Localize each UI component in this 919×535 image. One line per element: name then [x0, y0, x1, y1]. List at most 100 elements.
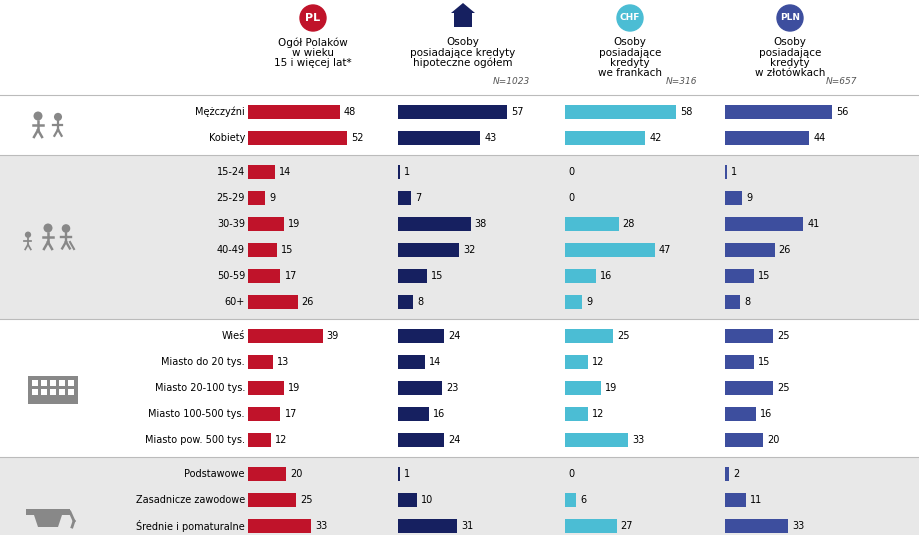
Text: 57: 57: [510, 107, 523, 117]
Bar: [248, 165, 275, 179]
Text: 9: 9: [745, 193, 752, 203]
Bar: [248, 381, 284, 395]
Text: 17: 17: [284, 271, 297, 281]
Text: 16: 16: [759, 409, 771, 419]
Text: 12: 12: [591, 409, 604, 419]
Bar: [724, 433, 763, 447]
Text: kredyty: kredyty: [609, 58, 649, 68]
Text: Osoby: Osoby: [773, 37, 806, 47]
Text: 60+: 60+: [224, 297, 244, 307]
Bar: [724, 381, 772, 395]
Bar: [724, 407, 754, 421]
Bar: [564, 493, 576, 507]
Text: Osoby: Osoby: [613, 37, 646, 47]
Text: 9: 9: [269, 193, 275, 203]
Text: 1: 1: [403, 167, 410, 177]
Text: 23: 23: [446, 383, 458, 393]
Text: Miasto 20-100 tys.: Miasto 20-100 tys.: [154, 383, 244, 393]
Text: w złotówkach: w złotówkach: [754, 68, 824, 79]
Polygon shape: [34, 515, 62, 527]
Circle shape: [62, 224, 70, 233]
Text: Średnie i pomaturalne: Średnie i pomaturalne: [136, 520, 244, 532]
Bar: [248, 243, 277, 257]
Text: 25: 25: [776, 383, 789, 393]
Text: 40-49: 40-49: [217, 245, 244, 255]
Bar: [68, 389, 74, 395]
Circle shape: [300, 5, 325, 31]
Bar: [724, 355, 753, 369]
Text: 15: 15: [430, 271, 443, 281]
Text: kredyty: kredyty: [769, 58, 809, 68]
Text: Miasto do 20 tys.: Miasto do 20 tys.: [161, 357, 244, 367]
Text: hipoteczne ogółem: hipoteczne ogółem: [413, 58, 512, 68]
Text: 27: 27: [620, 521, 632, 531]
Text: 14: 14: [278, 167, 290, 177]
Text: 33: 33: [791, 521, 803, 531]
Bar: [398, 519, 457, 533]
Bar: [564, 243, 654, 257]
Bar: [724, 329, 772, 343]
Text: 15-24: 15-24: [217, 167, 244, 177]
Bar: [398, 433, 443, 447]
Text: PL: PL: [305, 13, 320, 23]
Bar: [564, 329, 612, 343]
Text: we frankach: we frankach: [597, 68, 662, 79]
Bar: [248, 269, 280, 283]
Bar: [398, 381, 441, 395]
Bar: [724, 295, 740, 309]
Bar: [724, 243, 774, 257]
Text: Osoby: Osoby: [446, 37, 479, 47]
Bar: [724, 467, 728, 481]
Bar: [564, 407, 587, 421]
Text: 12: 12: [275, 435, 287, 445]
Bar: [398, 493, 416, 507]
Bar: [50, 380, 56, 386]
Text: 13: 13: [277, 357, 289, 367]
Text: 33: 33: [631, 435, 643, 445]
Text: 0: 0: [567, 193, 573, 203]
Polygon shape: [26, 509, 70, 515]
Bar: [248, 433, 271, 447]
Bar: [248, 329, 323, 343]
Text: Miasto pow. 500 tys.: Miasto pow. 500 tys.: [145, 435, 244, 445]
Text: Podstawowe: Podstawowe: [185, 469, 244, 479]
Polygon shape: [450, 3, 474, 13]
Text: 32: 32: [462, 245, 475, 255]
Text: 16: 16: [599, 271, 611, 281]
Text: CHF: CHF: [619, 13, 640, 22]
Text: 15: 15: [757, 357, 769, 367]
Bar: [398, 131, 480, 145]
Text: 56: 56: [835, 107, 847, 117]
Bar: [398, 355, 425, 369]
Bar: [724, 105, 831, 119]
Text: 20: 20: [766, 435, 778, 445]
Bar: [724, 131, 808, 145]
Bar: [28, 376, 78, 404]
Text: Zasadnicze zawodowe: Zasadnicze zawodowe: [136, 495, 244, 505]
Text: 31: 31: [460, 521, 473, 531]
Text: 43: 43: [483, 133, 496, 143]
Bar: [248, 191, 265, 205]
Text: 26: 26: [777, 245, 790, 255]
Bar: [248, 467, 286, 481]
Bar: [248, 519, 311, 533]
Bar: [724, 165, 726, 179]
Text: 6: 6: [580, 495, 586, 505]
Circle shape: [617, 5, 642, 31]
Text: 48: 48: [344, 107, 356, 117]
Bar: [564, 105, 675, 119]
Bar: [0, 457, 919, 535]
Text: 12: 12: [591, 357, 604, 367]
Text: 19: 19: [288, 219, 301, 229]
Text: N=1023: N=1023: [493, 77, 529, 86]
Text: 39: 39: [326, 331, 338, 341]
Text: 7: 7: [415, 193, 421, 203]
Text: 25-29: 25-29: [216, 193, 244, 203]
Text: 24: 24: [448, 435, 460, 445]
Text: 50-59: 50-59: [217, 271, 244, 281]
Text: 52: 52: [351, 133, 364, 143]
Text: posiadające kredyty: posiadające kredyty: [410, 48, 515, 57]
Bar: [50, 389, 56, 395]
Bar: [32, 389, 38, 395]
Bar: [248, 355, 273, 369]
